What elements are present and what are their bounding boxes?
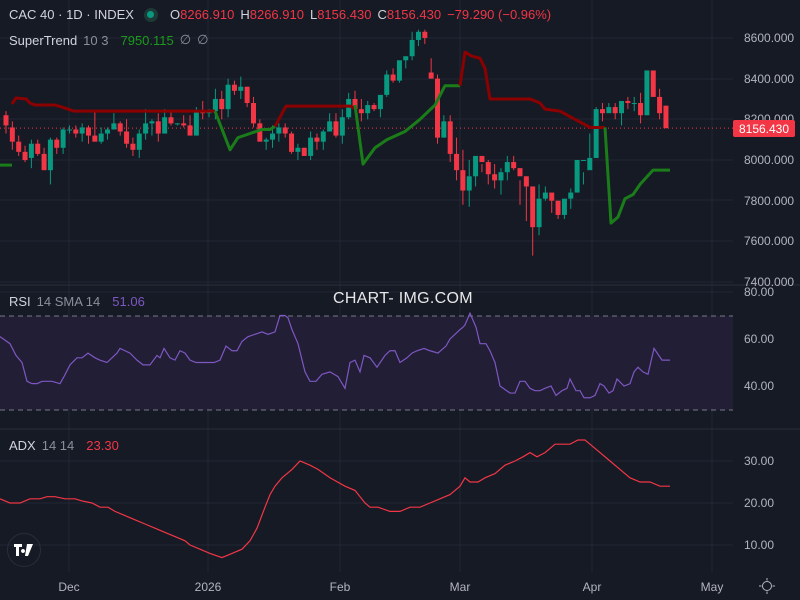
time-tick: 2026: [194, 580, 222, 594]
adx-legend[interactable]: ADX 14 14 23.30: [9, 438, 119, 453]
symbol-title[interactable]: CAC 40 · 1D · INDEX: [9, 7, 134, 22]
adx-name: ADX: [9, 438, 36, 453]
price-tick: 8000.000: [744, 153, 795, 167]
price-tick: 8400.000: [744, 72, 795, 86]
supertrend-value: 7950.115: [120, 32, 174, 48]
rsi-legend[interactable]: RSI 14 SMA 14 51.06: [9, 294, 145, 309]
adx-line: [0, 439, 670, 559]
rsi-params: 14 SMA 14: [36, 294, 101, 309]
main-legend: CAC 40 · 1D · INDEX O8266.910 H8266.910 …: [9, 7, 551, 22]
rsi-tick: 40.00: [744, 379, 775, 393]
supertrend-na-1: ∅: [179, 32, 192, 47]
rsi-tick: 60.00: [744, 332, 775, 346]
grid-lines: [0, 0, 733, 572]
supertrend-legend[interactable]: SuperTrend 10 3 7950.115 ∅ ∅: [9, 32, 208, 48]
time-tick: Feb: [329, 580, 351, 594]
ohlc-values: O8266.910 H8266.910 L8156.430 C8156.430 …: [169, 7, 552, 22]
time-tick: Mar: [449, 580, 471, 594]
supertrend-na-2: ∅: [197, 32, 209, 47]
time-tick: May: [700, 580, 724, 594]
adx-value: 23.30: [86, 438, 119, 453]
adx-tick: 30.00: [744, 454, 775, 468]
rsi-tick: 80.00: [744, 285, 775, 299]
adx-tick: 10.00: [744, 538, 775, 552]
time-tick: Dec: [58, 580, 80, 594]
supertrend-name: SuperTrend: [9, 32, 78, 48]
open-value: 8266.910: [180, 7, 235, 22]
rsi-band-fill: [0, 316, 733, 410]
price-tick: 7600.000: [744, 234, 795, 248]
close-value: 8156.430: [386, 7, 442, 22]
supertrend-line: [0, 50, 670, 225]
tradingview-logo-icon[interactable]: [7, 533, 41, 567]
high-value: 8266.910: [249, 7, 304, 22]
market-status-icon[interactable]: [143, 7, 158, 22]
price-tick: 7800.000: [744, 194, 795, 208]
rsi-name: RSI: [9, 294, 31, 309]
watermark: CHART- IMG.COM: [333, 290, 473, 307]
adx-params: 14 14: [41, 438, 75, 453]
price-tick: 8600.000: [744, 31, 795, 45]
candlestick-series: [3, 29, 669, 256]
rsi-value: 51.06: [112, 294, 145, 309]
low-value: 8156.430: [317, 7, 372, 22]
change-value: −79.290 (−0.96%): [447, 7, 552, 22]
settings-sun-icon[interactable]: [759, 578, 775, 594]
last-price-tag: 8156.430: [733, 120, 795, 137]
supertrend-params: 10 3: [83, 32, 109, 48]
pane-separators[interactable]: [0, 284, 800, 430]
rsi-line: [0, 311, 670, 399]
price-tick: 7400.000: [744, 275, 795, 289]
adx-tick: 20.00: [744, 496, 775, 510]
time-tick: Apr: [582, 580, 602, 594]
